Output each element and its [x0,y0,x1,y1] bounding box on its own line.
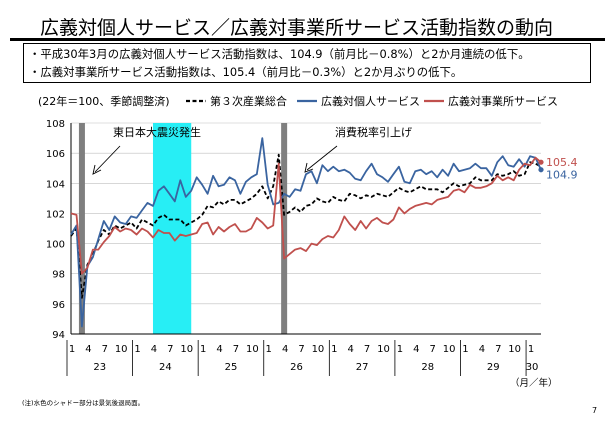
footnote: (注)水色のシャドー部分は景気後退局面。 [22,399,145,407]
event-arrow-head [304,162,314,173]
x-tick-label: 4 [282,344,288,355]
x-tick-label: 4 [413,344,419,355]
x-tick-label: 7 [430,344,436,355]
title-rule-bottom [10,40,605,41]
x-year-label: 26 [290,362,303,373]
x-tick-label: 7 [298,344,304,355]
legend-label-personal: 広義対個人サービス [321,94,420,108]
x-tick-label: 4 [348,344,354,355]
y-tick-label: 100 [46,240,65,251]
x-tick-label: 4 [216,344,222,355]
title-rule-top [10,38,605,40]
plot-grid [71,122,541,335]
x-tick-label: 10 [115,344,128,355]
event-arrow-head [92,164,102,175]
x-year-label: 28 [421,362,434,373]
x-tick-label: 10 [312,344,325,355]
event-arrow [306,145,338,171]
x-tick-label: 1 [528,344,534,355]
y-tick-label: 108 [46,119,65,130]
x-year-label: 29 [487,362,500,373]
x-tick-label: 1 [134,344,140,355]
summary-box: ・平成30年3月の広義対個人サービス活動指数は、104.9（前月比－0.8%）と… [23,43,591,83]
x-year-label: 24 [159,362,172,373]
unit-note: (22年＝100、季節調整済) [38,94,170,108]
x-tick-label: 10 [443,344,456,355]
y-tick-label: 96 [52,300,65,311]
end-marker-business [538,159,544,165]
end-label-business: 105.4 [546,156,578,169]
event-label: 東日本大震災発生 [113,125,201,139]
x-tick-label: 10 [180,344,193,355]
legend-label-tertiary: 第３次産業総合 [210,94,287,108]
chart-series [70,137,544,328]
end-label-personal: 104.9 [546,169,578,182]
summary-line-personal: ・平成30年3月の広義対個人サービス活動指数は、104.9（前月比－0.8%）と… [29,47,530,61]
x-year-label: 25 [225,362,238,373]
chart-axes [66,123,541,376]
event-bar [281,123,288,334]
event-bar [78,123,85,334]
x-tick-label: 1 [397,344,403,355]
x-year-label: 27 [356,362,369,373]
y-tick-label: 104 [46,179,65,190]
end-marker-personal [538,167,544,173]
series-line-personal [70,137,542,328]
x-tick-label: 1 [200,344,206,355]
x-year-label: 30 [526,362,539,373]
x-tick-label: 4 [479,344,485,355]
x-tick-label: 10 [377,344,390,355]
event-arrow [94,145,121,173]
series-line-business [70,156,542,275]
y-tick-label: 102 [46,209,65,220]
recession-shade [152,123,192,334]
x-axis-unit: （月／年） [510,377,558,389]
x-tick-label: 4 [85,344,91,355]
x-tick-label: 1 [266,344,272,355]
legend-label-business: 広義対事業所サービス [448,94,558,108]
x-tick-label: 7 [495,344,501,355]
x-tick-label: 7 [167,344,173,355]
x-tick-label: 7 [233,344,239,355]
y-tick-label: 98 [52,270,65,281]
page-title: 広義対個人サービス／広義対事業所サービス活動指数の動向 [40,17,554,39]
recession-shading [78,123,288,334]
x-tick-label: 7 [364,344,370,355]
summary-line-business: ・広義対事業所サービス活動指数は、105.4（前月比－0.3%）と2か月ぶりの低… [29,65,463,79]
x-tick-label: 1 [69,344,75,355]
x-tick-label: 4 [151,344,157,355]
x-tick-label: 1 [462,344,468,355]
x-tick-label: 10 [508,344,521,355]
event-label: 消費税率引上げ [335,125,412,139]
page-number: 7 [592,406,598,415]
series-line-tertiary [70,153,542,299]
y-tick-label: 106 [46,149,65,160]
y-tick-label: 94 [52,330,65,341]
x-tick-label: 10 [246,344,259,355]
x-year-label: 23 [93,362,106,373]
x-tick-label: 7 [102,344,108,355]
x-tick-label: 1 [331,344,337,355]
